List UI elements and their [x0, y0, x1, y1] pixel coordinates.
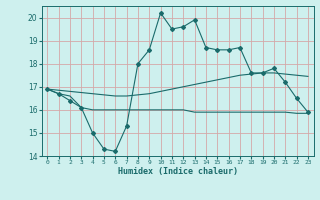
X-axis label: Humidex (Indice chaleur): Humidex (Indice chaleur) [118, 167, 237, 176]
